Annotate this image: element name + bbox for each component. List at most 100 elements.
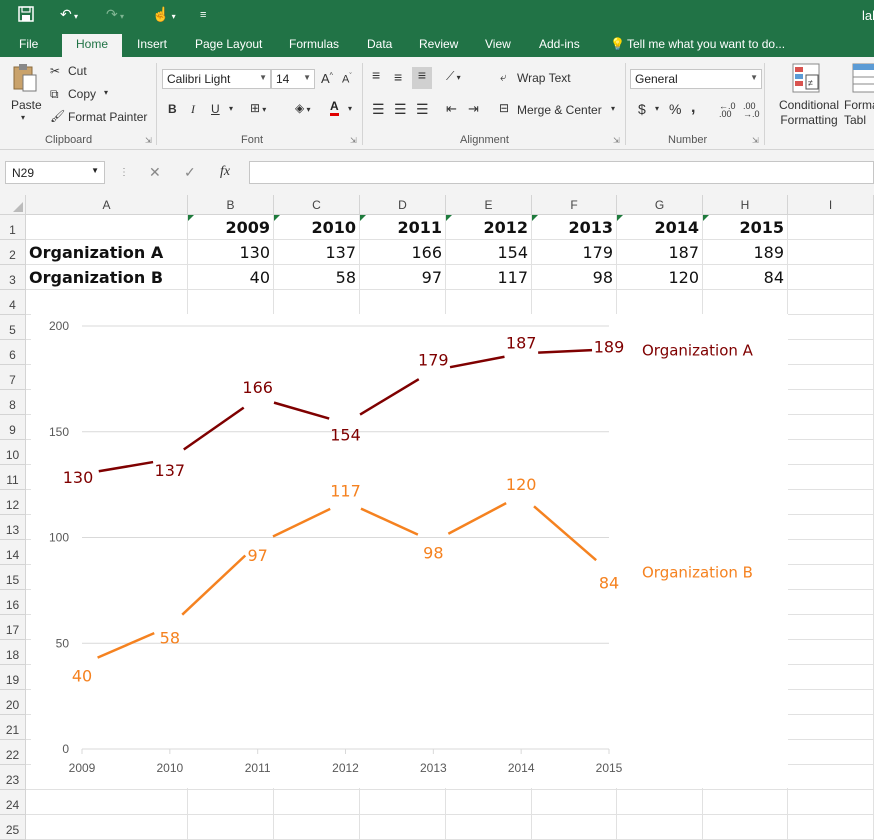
cut-icon[interactable]: ✂ [50, 64, 61, 78]
underline-dropdown-icon[interactable]: ▾ [229, 104, 234, 113]
orientation-icon[interactable]: ⟋ ▾ [446, 69, 461, 83]
cut-button[interactable]: Cut [68, 64, 87, 78]
undo-icon[interactable]: ↶ ▾ [60, 6, 78, 22]
number-format-select[interactable]: General ▼ [630, 69, 762, 89]
row-header-20[interactable]: 20 [0, 690, 26, 715]
cell-d2[interactable]: 166 [411, 243, 442, 262]
format-table-icon[interactable] [852, 63, 874, 98]
copy-dropdown-icon[interactable]: ▾ [104, 88, 109, 97]
line-chart[interactable]: 0 50 100 150 200 2009 2010 2011 2012 2013 2014 2015… [31, 314, 788, 788]
tab-home[interactable]: Home [62, 34, 123, 57]
cell-e2[interactable]: 154 [497, 243, 528, 262]
increase-decimal-icon[interactable]: ←.0.00 [719, 101, 736, 119]
customize-qat-icon[interactable]: ≡ [200, 9, 207, 21]
tab-page-layout[interactable]: Page Layout [195, 37, 263, 51]
row-header-5[interactable]: 5 [0, 315, 26, 340]
row-header-9[interactable]: 9 [0, 415, 26, 440]
tab-insert[interactable]: Insert [137, 37, 168, 51]
row-header-2[interactable]: 2 [0, 240, 26, 265]
row-header-4[interactable]: 4 [0, 290, 26, 315]
confirm-entry-icon[interactable]: ✓ [184, 164, 196, 180]
increase-indent-icon[interactable]: ⇥ [468, 101, 479, 116]
paste-icon[interactable] [12, 63, 38, 96]
merge-center-button[interactable]: Merge & Center [517, 103, 602, 117]
tell-me-search[interactable]: Tell me what you want to do... [627, 37, 786, 51]
cell-h2[interactable]: 189 [753, 243, 784, 262]
cell-c1[interactable]: 2010 [311, 218, 356, 237]
column-header-f[interactable]: F [532, 195, 617, 215]
align-left-icon[interactable]: ☰ [372, 101, 385, 117]
cell-d3[interactable]: 97 [421, 268, 442, 287]
cell-f1[interactable]: 2013 [568, 218, 613, 237]
row-header-24[interactable]: 24 [0, 790, 26, 815]
font-name-select[interactable]: Calibri Light ▼ [162, 69, 271, 89]
row-header-14[interactable]: 14 [0, 540, 26, 565]
cell-g1[interactable]: 2014 [654, 218, 699, 237]
alignment-launcher-icon[interactable]: ⇲ [613, 136, 620, 145]
row-header-15[interactable]: 15 [0, 565, 26, 590]
font-color-icon[interactable]: A [330, 100, 339, 116]
number-launcher-icon[interactable]: ⇲ [752, 136, 759, 145]
cell-a3[interactable]: Organization B [29, 268, 164, 287]
bold-button[interactable]: B [168, 102, 177, 116]
paste-button[interactable]: Paste [11, 98, 42, 112]
tab-review[interactable]: Review [419, 37, 459, 51]
align-center-icon[interactable]: ☰ [394, 101, 407, 117]
cell-g3[interactable]: 120 [668, 268, 699, 287]
format-painter-button[interactable]: Format Painter [68, 110, 148, 124]
row-header-6[interactable]: 6 [0, 340, 26, 365]
column-header-e[interactable]: E [446, 195, 532, 215]
cell-h3[interactable]: 84 [763, 268, 784, 287]
select-all-corner[interactable] [0, 195, 26, 215]
currency-button[interactable]: $ [638, 101, 646, 117]
row-header-1[interactable]: 1 [0, 215, 26, 240]
redo-icon[interactable]: ↷ ▾ [106, 6, 124, 22]
cell-e3[interactable]: 117 [497, 268, 528, 287]
merge-dropdown-icon[interactable]: ▾ [611, 104, 616, 113]
wrap-text-icon[interactable]: ⤶ [500, 70, 507, 84]
align-middle-icon[interactable]: ≡ [394, 69, 403, 85]
decrease-indent-icon[interactable]: ⇤ [446, 101, 457, 116]
row-header-22[interactable]: 22 [0, 740, 26, 765]
format-as-table-button[interactable]: Forma Tabl [844, 98, 874, 127]
row-header-7[interactable]: 7 [0, 365, 26, 390]
conditional-formatting-button[interactable]: Conditional Formatting [778, 98, 840, 127]
cell-d1[interactable]: 2011 [397, 218, 442, 237]
cell-c3[interactable]: 58 [335, 268, 356, 287]
insert-function-button[interactable]: fx [220, 164, 231, 179]
column-header-c[interactable]: C [274, 195, 360, 215]
cell-b2[interactable]: 130 [239, 243, 270, 262]
font-size-select[interactable]: 14 ▼ [271, 69, 315, 89]
increase-font-icon[interactable]: A^ [321, 71, 333, 86]
row-header-10[interactable]: 10 [0, 440, 26, 465]
row-header-17[interactable]: 17 [0, 615, 26, 640]
borders-icon[interactable]: ⊞ ▾ [250, 101, 267, 115]
cell-c2[interactable]: 137 [325, 243, 356, 262]
comma-button[interactable]: , [691, 99, 696, 116]
column-header-d[interactable]: D [360, 195, 446, 215]
cell-g2[interactable]: 187 [668, 243, 699, 262]
cell-a2[interactable]: Organization A [29, 243, 164, 262]
row-header-8[interactable]: 8 [0, 390, 26, 415]
tab-view[interactable]: View [485, 37, 511, 51]
fill-color-icon[interactable]: ◈ ▾ [295, 101, 311, 115]
cell-h1[interactable]: 2015 [739, 218, 784, 237]
decrease-font-icon[interactable]: Aˇ [342, 73, 352, 86]
format-painter-icon[interactable]: 🖌 [50, 109, 66, 123]
underline-button[interactable]: U [211, 102, 220, 116]
cell-f3[interactable]: 98 [592, 268, 613, 287]
row-header-18[interactable]: 18 [0, 640, 26, 665]
cell-b3[interactable]: 40 [249, 268, 270, 287]
name-box[interactable]: N29 ▼ [5, 161, 105, 184]
decrease-decimal-icon[interactable]: .00 →.0 [743, 101, 760, 119]
row-header-3[interactable]: 3 [0, 265, 26, 290]
cancel-entry-icon[interactable]: ✕ [149, 164, 161, 180]
row-header-25[interactable]: 25 [0, 815, 26, 840]
row-header-16[interactable]: 16 [0, 590, 26, 615]
column-header-b[interactable]: B [188, 195, 274, 215]
row-header-12[interactable]: 12 [0, 490, 26, 515]
column-header-a[interactable]: A [26, 195, 188, 215]
percent-button[interactable]: % [669, 101, 682, 117]
cell-e1[interactable]: 2012 [483, 218, 528, 237]
column-header-h[interactable]: H [703, 195, 788, 215]
